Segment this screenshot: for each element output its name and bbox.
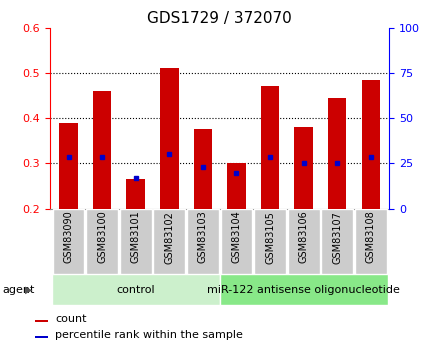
Text: miR-122 antisense oligonucleotide: miR-122 antisense oligonucleotide (207, 285, 399, 295)
Bar (361, 80, 379, 209)
Bar (220, 209, 252, 274)
Bar (92, 91, 111, 209)
Text: GSM83103: GSM83103 (197, 211, 207, 264)
Bar (227, 164, 245, 209)
Text: percentile rank within the sample: percentile rank within the sample (55, 331, 243, 340)
Title: GDS1729 / 372070: GDS1729 / 372070 (147, 11, 291, 27)
Text: count: count (55, 314, 87, 324)
Bar (86, 209, 118, 274)
Bar (294, 127, 312, 209)
Bar (354, 209, 386, 274)
Text: agent: agent (2, 285, 34, 295)
Text: GSM83102: GSM83102 (164, 211, 174, 264)
Text: GSM83090: GSM83090 (63, 211, 73, 264)
Bar (59, 123, 78, 209)
Text: control: control (116, 285, 155, 295)
Text: GSM83100: GSM83100 (97, 211, 107, 264)
Bar (327, 98, 346, 209)
Bar (219, 274, 387, 305)
Bar (153, 209, 185, 274)
Bar (160, 68, 178, 209)
Bar (321, 209, 352, 274)
Bar (53, 209, 84, 274)
Bar (119, 209, 151, 274)
Text: ▶: ▶ (25, 285, 33, 295)
Bar (260, 87, 279, 209)
Bar (126, 179, 145, 209)
Bar (253, 209, 286, 274)
Text: GSM83101: GSM83101 (130, 211, 140, 264)
Bar (193, 129, 212, 209)
Text: GSM83106: GSM83106 (298, 211, 308, 264)
Bar (36, 336, 48, 338)
Bar (287, 209, 319, 274)
Text: GSM83104: GSM83104 (231, 211, 241, 264)
Text: GSM83108: GSM83108 (365, 211, 375, 264)
Bar (36, 319, 48, 322)
Text: GSM83107: GSM83107 (332, 211, 342, 264)
Bar (187, 209, 218, 274)
Text: GSM83105: GSM83105 (264, 211, 274, 264)
Bar (52, 274, 219, 305)
